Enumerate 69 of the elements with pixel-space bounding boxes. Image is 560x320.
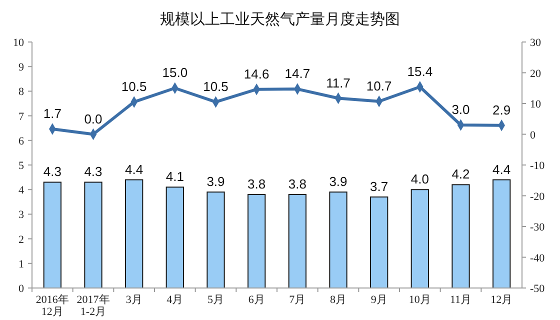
bar	[410, 189, 429, 288]
y2-tick-label: 0	[530, 129, 536, 142]
x-tick-label: 12月	[490, 294, 513, 306]
data-label: 11.7	[326, 75, 350, 90]
x-tick-label: 10月	[408, 294, 431, 306]
y-tick-label: 4	[18, 184, 24, 197]
data-label: 14.6	[244, 66, 270, 82]
data-label: 14.7	[284, 66, 310, 82]
bar	[125, 179, 144, 288]
bar	[492, 179, 511, 288]
y2-tick-label: -30	[530, 222, 546, 234]
bar	[43, 182, 62, 288]
data-label: 3.7	[370, 178, 388, 194]
y2-tick-label: -20	[530, 190, 546, 203]
y2-tick-label: -50	[530, 283, 546, 295]
y2-tick-label: -40	[530, 252, 546, 264]
x-tick-label: 2016年 12月	[36, 294, 69, 318]
data-label: 3.9	[329, 174, 348, 190]
y-tick-label: 2	[18, 234, 24, 246]
y-tick-label: 5	[18, 160, 24, 172]
y2-tick-label: 20	[530, 68, 542, 80]
y-tick-label: 3	[18, 209, 24, 222]
bar	[206, 192, 225, 288]
data-label: 4.0	[410, 172, 429, 187]
bar	[166, 186, 184, 288]
data-label: 4.4	[125, 162, 144, 177]
data-label: 10.5	[203, 78, 228, 94]
bar	[452, 184, 470, 288]
y2-tick-label: 30	[530, 37, 542, 49]
x-tick-label: 8月	[330, 294, 346, 306]
x-tick-label: 7月	[289, 294, 306, 306]
data-label: 2.9	[492, 102, 511, 118]
data-label: 4.4	[492, 162, 511, 177]
bar	[370, 196, 388, 288]
data-label: 15.4	[407, 64, 433, 79]
x-tick-label: 3月	[126, 294, 142, 306]
y-tick-label: 10	[13, 37, 24, 49]
data-label: 10.7	[366, 78, 392, 94]
y-tick-label: 7	[18, 110, 24, 123]
data-label: 3.8	[248, 176, 266, 192]
y-tick-label: 6	[18, 135, 24, 148]
data-label: 1.7	[43, 106, 62, 122]
x-tick-label: 2017年 1-2月	[76, 294, 110, 318]
y-tick-label: 1	[18, 258, 24, 270]
data-label: 4.3	[43, 164, 62, 180]
bar	[288, 194, 306, 288]
y2-tick-label: -10	[530, 160, 546, 172]
y-tick-label: 8	[18, 86, 24, 98]
x-tick-label: 5月	[208, 294, 224, 306]
chart-title: 规模以上工业天然气产量月度走势图	[160, 11, 400, 28]
y-tick-label: 0	[18, 283, 24, 295]
data-label: 0.0	[84, 111, 102, 126]
data-label: 3.0	[452, 102, 470, 118]
data-label: 4.3	[84, 164, 102, 180]
y-tick-label: 9	[18, 62, 24, 74]
data-label: 4.1	[166, 169, 184, 184]
x-tick-label: 9月	[370, 294, 388, 306]
x-tick-label: 4月	[166, 294, 184, 306]
data-label: 3.8	[288, 176, 306, 192]
bar	[248, 194, 266, 288]
data-label: 10.5	[121, 78, 147, 94]
bar	[329, 192, 348, 288]
x-tick-label: 6月	[248, 294, 265, 306]
data-label: 4.2	[452, 166, 470, 182]
x-tick-label: 11月	[450, 294, 472, 306]
data-label: 3.9	[206, 174, 225, 190]
bar	[84, 182, 102, 288]
y2-tick-label: 10	[530, 98, 542, 110]
data-label: 15.0	[162, 65, 188, 80]
